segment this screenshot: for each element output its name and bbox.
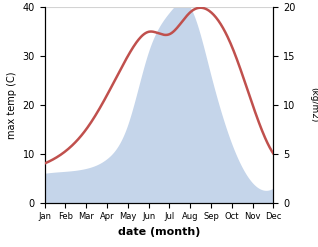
Y-axis label: max temp (C): max temp (C) (7, 71, 17, 139)
X-axis label: date (month): date (month) (118, 227, 200, 237)
Y-axis label: med. precipitation
(kg/m2): med. precipitation (kg/m2) (309, 63, 318, 147)
